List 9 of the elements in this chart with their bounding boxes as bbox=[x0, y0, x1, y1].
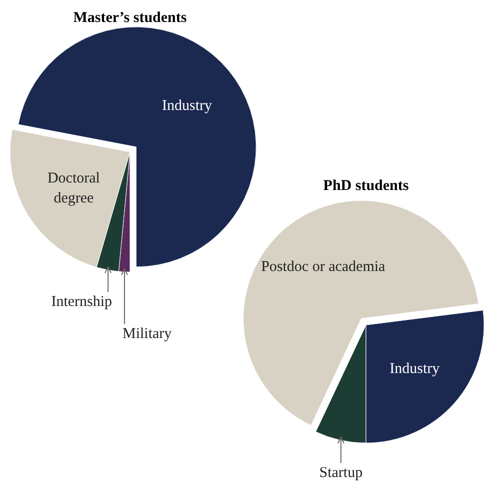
chart-title: PhD students bbox=[323, 178, 409, 194]
slice-label: Doctoral degree bbox=[47, 170, 100, 206]
slice-label: Internship bbox=[51, 294, 112, 310]
slice-label: Startup bbox=[319, 465, 363, 481]
chart-title: Master’s students bbox=[73, 10, 187, 26]
slice-label: Military bbox=[122, 326, 172, 342]
slice-label: Industry bbox=[162, 98, 213, 114]
slice-label: Postdoc or academia bbox=[261, 259, 386, 276]
slice-label: Industry bbox=[390, 360, 440, 377]
